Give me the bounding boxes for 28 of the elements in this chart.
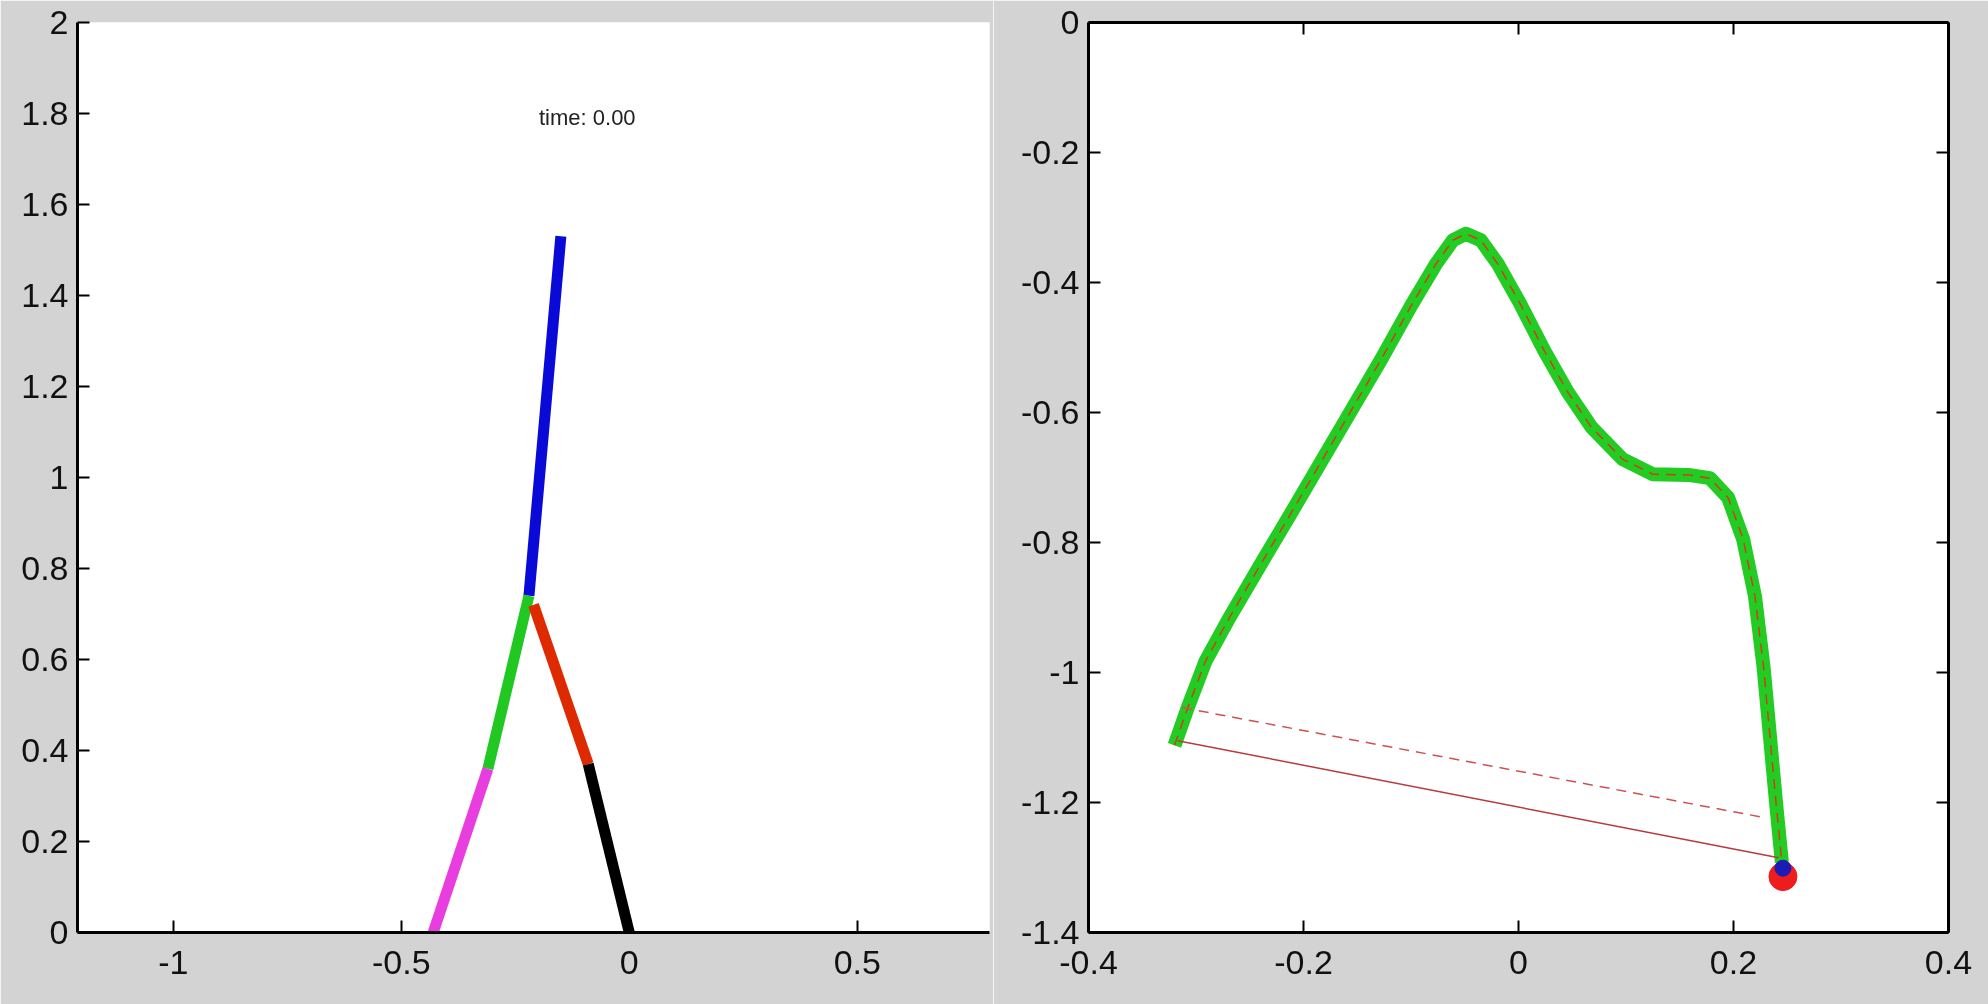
x-tick-label: 0.5 bbox=[833, 942, 881, 981]
x-tick-label: -0.2 bbox=[1274, 942, 1333, 981]
y-tick-label: -0.8 bbox=[1020, 523, 1080, 561]
y-tick-label: 0.2 bbox=[21, 822, 69, 860]
x-tick-label: -0.5 bbox=[371, 942, 431, 981]
y-tick-label: 0.8 bbox=[21, 549, 69, 587]
x-tick-label: 0.4 bbox=[1924, 942, 1973, 981]
y-tick-label: 0.6 bbox=[21, 640, 69, 678]
y-tick-label: 0.4 bbox=[21, 731, 69, 769]
x-tick-label: -1 bbox=[158, 942, 189, 981]
y-tick-label: -0.2 bbox=[1020, 133, 1080, 171]
x-tick-label: 0.2 bbox=[1709, 942, 1758, 981]
y-tick-label: -1.2 bbox=[1020, 783, 1080, 821]
x-tick-label: 0 bbox=[619, 942, 639, 981]
y-tick-label: -0.4 bbox=[1020, 263, 1080, 301]
y-tick-label: 1.2 bbox=[21, 367, 69, 405]
annotation: time: 0.00 bbox=[539, 104, 636, 130]
y-tick-label: -1.4 bbox=[1020, 913, 1080, 951]
y-tick-label: 1 bbox=[49, 458, 69, 496]
y-tick-label: 1.6 bbox=[21, 185, 69, 223]
y-tick-label: 0 bbox=[1060, 3, 1080, 41]
y-tick-label: -0.6 bbox=[1020, 393, 1080, 431]
y-tick-label: 1.8 bbox=[21, 94, 69, 132]
y-tick-label: 0 bbox=[49, 913, 69, 951]
y-tick-label: 1.4 bbox=[21, 276, 69, 314]
y-tick-label: -1 bbox=[1049, 653, 1080, 691]
x-tick-label: 0 bbox=[1509, 942, 1528, 981]
y-tick-label: 2 bbox=[49, 3, 69, 41]
